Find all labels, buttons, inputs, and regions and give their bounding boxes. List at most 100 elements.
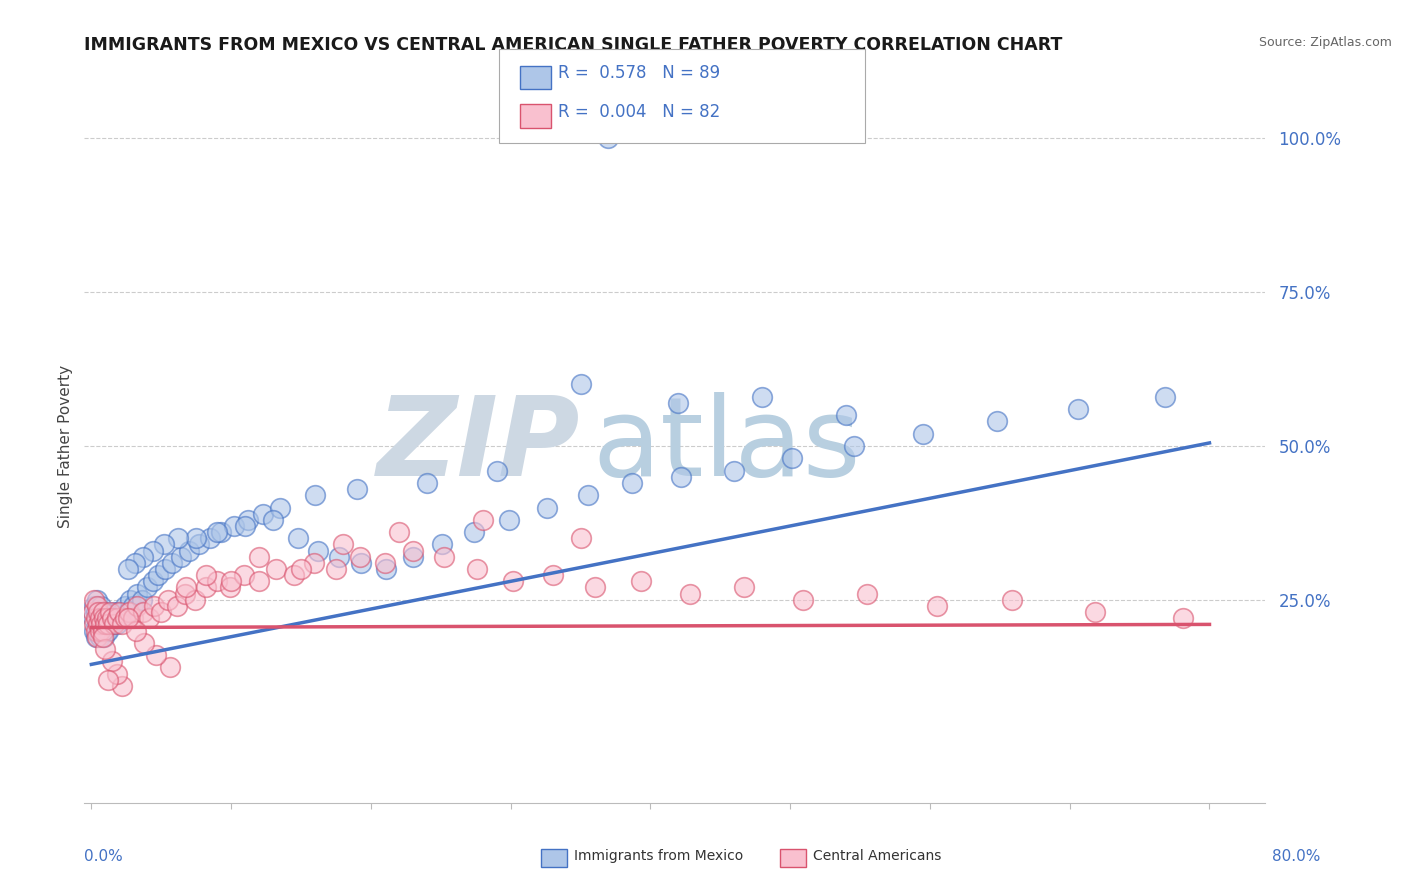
Point <box>780 451 803 466</box>
Point <box>350 556 373 570</box>
Point <box>218 581 240 595</box>
Point <box>89 605 111 619</box>
Point <box>167 531 190 545</box>
Point <box>150 605 173 619</box>
Point <box>583 581 606 595</box>
Point <box>166 599 188 613</box>
Point <box>105 611 128 625</box>
Point <box>118 605 141 619</box>
Point <box>209 525 232 540</box>
Point <box>94 605 117 619</box>
Point <box>91 624 114 638</box>
Point <box>986 414 1008 428</box>
Text: 80.0%: 80.0% <box>1272 849 1320 863</box>
Point <box>388 525 411 540</box>
Point <box>621 475 644 490</box>
Point <box>669 469 692 483</box>
Text: Immigrants from Mexico: Immigrants from Mexico <box>574 849 742 863</box>
Point <box>86 630 108 644</box>
Point <box>114 611 136 625</box>
Point <box>856 587 879 601</box>
Point <box>262 513 284 527</box>
Point <box>132 549 155 564</box>
Point <box>723 464 745 478</box>
Point <box>205 574 228 589</box>
Point <box>97 617 120 632</box>
Point <box>97 673 120 687</box>
Point <box>96 624 118 638</box>
Point <box>87 617 110 632</box>
Point <box>1171 611 1194 625</box>
Text: IMMIGRANTS FROM MEXICO VS CENTRAL AMERICAN SINGLE FATHER POVERTY CORRELATION CHA: IMMIGRANTS FROM MEXICO VS CENTRAL AMERIC… <box>84 36 1063 54</box>
Point <box>751 390 773 404</box>
Point <box>283 568 305 582</box>
Point <box>287 531 309 545</box>
Point <box>792 592 814 607</box>
Point <box>465 562 488 576</box>
Point <box>375 562 398 576</box>
Point <box>402 543 425 558</box>
Point <box>103 605 125 619</box>
Point <box>290 562 312 576</box>
Point <box>127 599 149 613</box>
Point <box>374 556 396 570</box>
Point <box>117 562 139 576</box>
Point <box>1001 592 1024 607</box>
Point <box>91 630 114 644</box>
Point <box>416 475 439 490</box>
Point <box>346 482 368 496</box>
Point <box>148 568 170 582</box>
Point <box>94 617 117 632</box>
Point <box>174 587 197 601</box>
Point <box>153 537 176 551</box>
Point <box>911 426 934 441</box>
Point <box>86 599 108 613</box>
Point <box>247 549 270 564</box>
Text: 0.0%: 0.0% <box>84 849 124 863</box>
Point <box>111 679 134 693</box>
Point <box>83 617 105 632</box>
Point <box>678 587 700 601</box>
Text: Central Americans: Central Americans <box>813 849 941 863</box>
Point <box>84 605 107 619</box>
Point <box>155 562 177 576</box>
Point <box>101 617 124 632</box>
Point <box>430 537 453 551</box>
Point <box>304 488 326 502</box>
Point <box>117 611 139 625</box>
Point <box>91 605 114 619</box>
Text: Source: ZipAtlas.com: Source: ZipAtlas.com <box>1258 36 1392 49</box>
Point <box>93 630 115 644</box>
Point <box>142 543 165 558</box>
Point <box>536 500 558 515</box>
Point <box>101 654 124 668</box>
Point <box>142 574 165 589</box>
Point <box>84 624 107 638</box>
Point <box>89 611 111 625</box>
Point <box>120 592 142 607</box>
Point <box>87 605 110 619</box>
Point <box>82 605 104 619</box>
Point <box>332 537 354 551</box>
Point <box>100 611 122 625</box>
Point <box>157 592 180 607</box>
Point <box>666 396 689 410</box>
Text: atlas: atlas <box>592 392 860 500</box>
Point <box>105 617 128 632</box>
Point <box>222 519 245 533</box>
Point <box>87 611 110 625</box>
Point <box>194 568 217 582</box>
Point <box>89 624 111 638</box>
Point <box>219 574 242 589</box>
Point <box>1084 605 1107 619</box>
Point <box>143 599 166 613</box>
Point <box>463 525 485 540</box>
Point <box>82 611 104 625</box>
Point <box>630 574 652 589</box>
Text: ZIP: ZIP <box>377 392 581 500</box>
Point <box>402 549 425 564</box>
Point <box>90 599 112 613</box>
Point <box>94 642 117 657</box>
Point <box>1067 402 1090 417</box>
Point <box>186 531 208 545</box>
